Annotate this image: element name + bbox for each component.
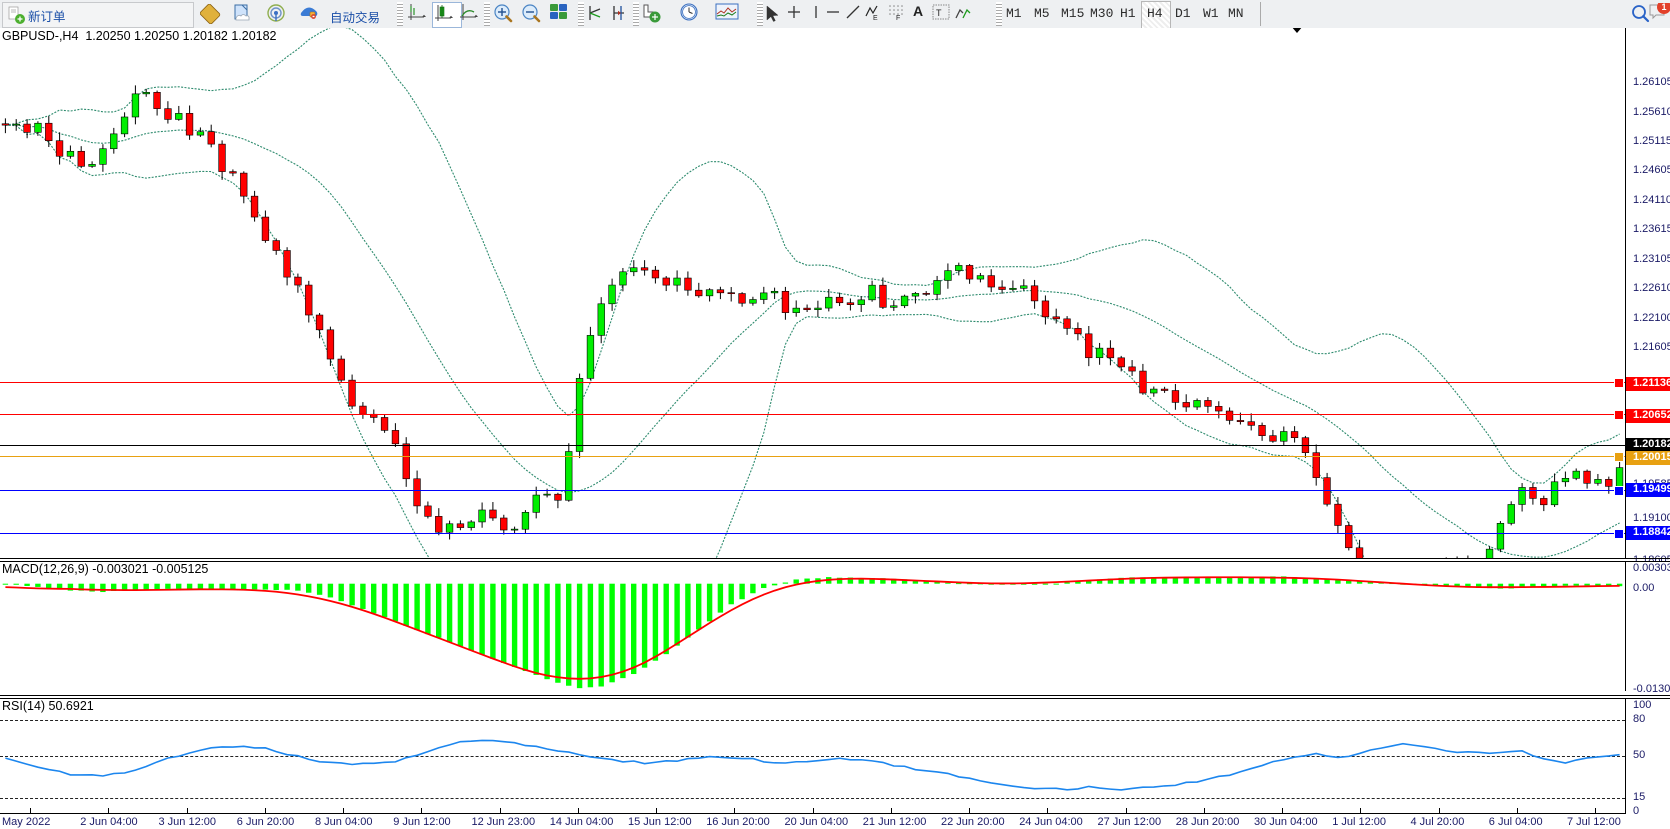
svg-text:E: E xyxy=(873,15,878,22)
svg-text:F: F xyxy=(896,15,900,22)
svg-text:1: 1 xyxy=(1661,3,1666,12)
svg-text:T: T xyxy=(936,8,942,18)
